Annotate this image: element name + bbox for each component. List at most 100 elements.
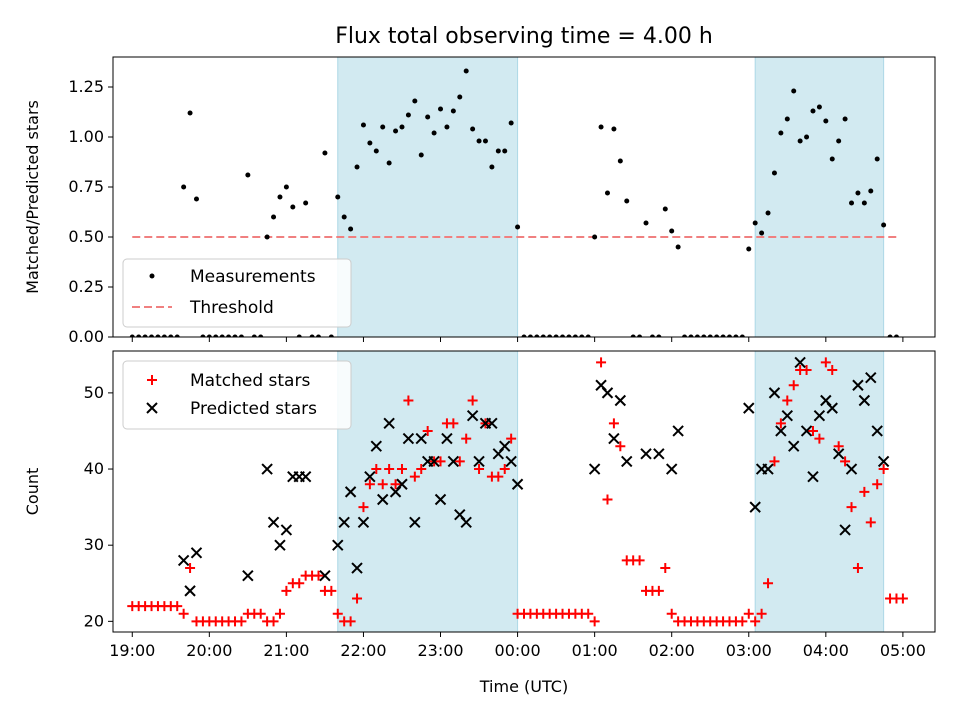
measurement-point <box>566 334 572 337</box>
predicted-star-point <box>511 478 524 490</box>
predicted-star-point <box>319 569 331 582</box>
predicted-star-point <box>447 455 460 468</box>
measurement-point <box>784 116 790 122</box>
matched-star-point <box>345 616 356 627</box>
y-tick-label: 1.25 <box>68 77 104 96</box>
matched-star-point <box>384 464 395 475</box>
measurement-point <box>579 334 585 337</box>
x-axis-label: Time (UTC) <box>479 677 568 696</box>
measurement-point <box>759 230 765 236</box>
measurement-point <box>752 220 758 226</box>
matched-star-point <box>801 365 812 376</box>
predicted-star-point <box>332 539 344 551</box>
measurement-point <box>669 228 675 234</box>
measurement-point <box>431 130 437 136</box>
predicted-star-point <box>762 463 774 475</box>
matched-star-point <box>403 395 414 406</box>
matched-star-point <box>859 486 870 497</box>
matched-star-point <box>390 479 401 490</box>
predicted-star-point <box>839 524 851 536</box>
measurement-point <box>489 164 495 170</box>
predicted-star-point <box>473 455 485 468</box>
matched-star-point <box>294 578 305 589</box>
predicted-star-point <box>499 440 511 452</box>
predicted-star-point <box>402 432 415 445</box>
measurement-point <box>386 160 392 166</box>
measurement-point <box>649 334 655 337</box>
predicted-star-point <box>177 554 190 567</box>
predicted-star-point <box>338 516 350 529</box>
predicted-star-point <box>428 455 440 468</box>
x-tick-label: 21:00 <box>263 641 309 660</box>
matched-star-point <box>178 608 189 619</box>
matched-star-point <box>236 616 247 627</box>
bottom-panel: 19:00 20:00 21:00 22:00 23:00 00:00 01:00 02:00… <box>23 350 936 660</box>
measurement-point <box>232 334 238 337</box>
measurement-point <box>161 334 167 337</box>
predicted-star-point <box>614 394 627 407</box>
predicted-star-point <box>357 516 370 529</box>
measurement-point <box>200 334 206 337</box>
measurement-point <box>341 214 347 220</box>
matched-star-point <box>364 479 375 490</box>
matched-star-point <box>865 517 876 528</box>
measurement-point <box>129 334 135 337</box>
measurement-point <box>226 334 232 337</box>
matched-star-point <box>775 418 786 429</box>
matched-star-point <box>583 608 594 619</box>
measurement-point <box>553 334 559 337</box>
matched-star-point <box>396 464 407 475</box>
predicted-star-point <box>344 486 357 498</box>
matched-star-point <box>846 502 857 513</box>
measurement-point <box>463 68 469 74</box>
x-tick-label: 23:00 <box>417 641 463 660</box>
predicted-star-point <box>665 463 678 475</box>
matched-star-point <box>409 471 420 482</box>
measurement-point <box>598 124 604 130</box>
predicted-star-point <box>466 410 479 422</box>
predicted-star-point <box>621 455 633 468</box>
predicted-star-point <box>351 562 363 574</box>
measurement-point <box>727 334 732 337</box>
matched-star-point <box>756 608 767 619</box>
measurement-point <box>547 334 553 337</box>
measurement-point <box>238 334 244 337</box>
legend-box <box>122 360 352 430</box>
legend-marker-measurements <box>149 273 155 279</box>
matched-star-point <box>878 464 889 475</box>
measurement-point <box>572 334 578 337</box>
matched-star-point <box>743 608 754 619</box>
measurement-point <box>893 334 899 337</box>
measurement-point <box>213 334 219 337</box>
measurement-point <box>804 134 810 140</box>
predicted-star-point <box>261 463 273 475</box>
measurement-point <box>219 334 225 337</box>
measurement-point <box>290 204 296 210</box>
measurement-point <box>624 198 630 204</box>
predicted-star-point <box>601 387 614 399</box>
y-tick-label: 50 <box>84 383 104 402</box>
chart-title: Flux total observing time = 4.00 h <box>335 24 713 49</box>
measurement-point <box>296 334 302 337</box>
matched-star-point <box>750 616 761 627</box>
axes-frame <box>112 56 936 338</box>
predicted-star-point <box>486 417 498 430</box>
matched-star-point <box>852 563 863 574</box>
x-tick-label: 00:00 <box>495 641 541 660</box>
predicted-star-point <box>505 455 517 468</box>
measurement-point <box>842 116 848 122</box>
measurement-point <box>585 334 591 337</box>
measurement-point <box>540 334 546 337</box>
measurement-point <box>174 334 180 337</box>
measurement-point <box>271 214 277 220</box>
predicted-star-point <box>396 478 408 490</box>
measurement-point <box>823 118 829 124</box>
x-tick-label: 05:00 <box>880 641 926 660</box>
measurement-point <box>354 164 360 170</box>
measurement-point <box>303 200 309 206</box>
measurement-point <box>868 188 874 194</box>
y-tick-label: 0.50 <box>68 227 104 246</box>
measurement-point <box>521 334 527 337</box>
predicted-star-point <box>190 547 203 559</box>
measurement-point <box>245 172 251 178</box>
